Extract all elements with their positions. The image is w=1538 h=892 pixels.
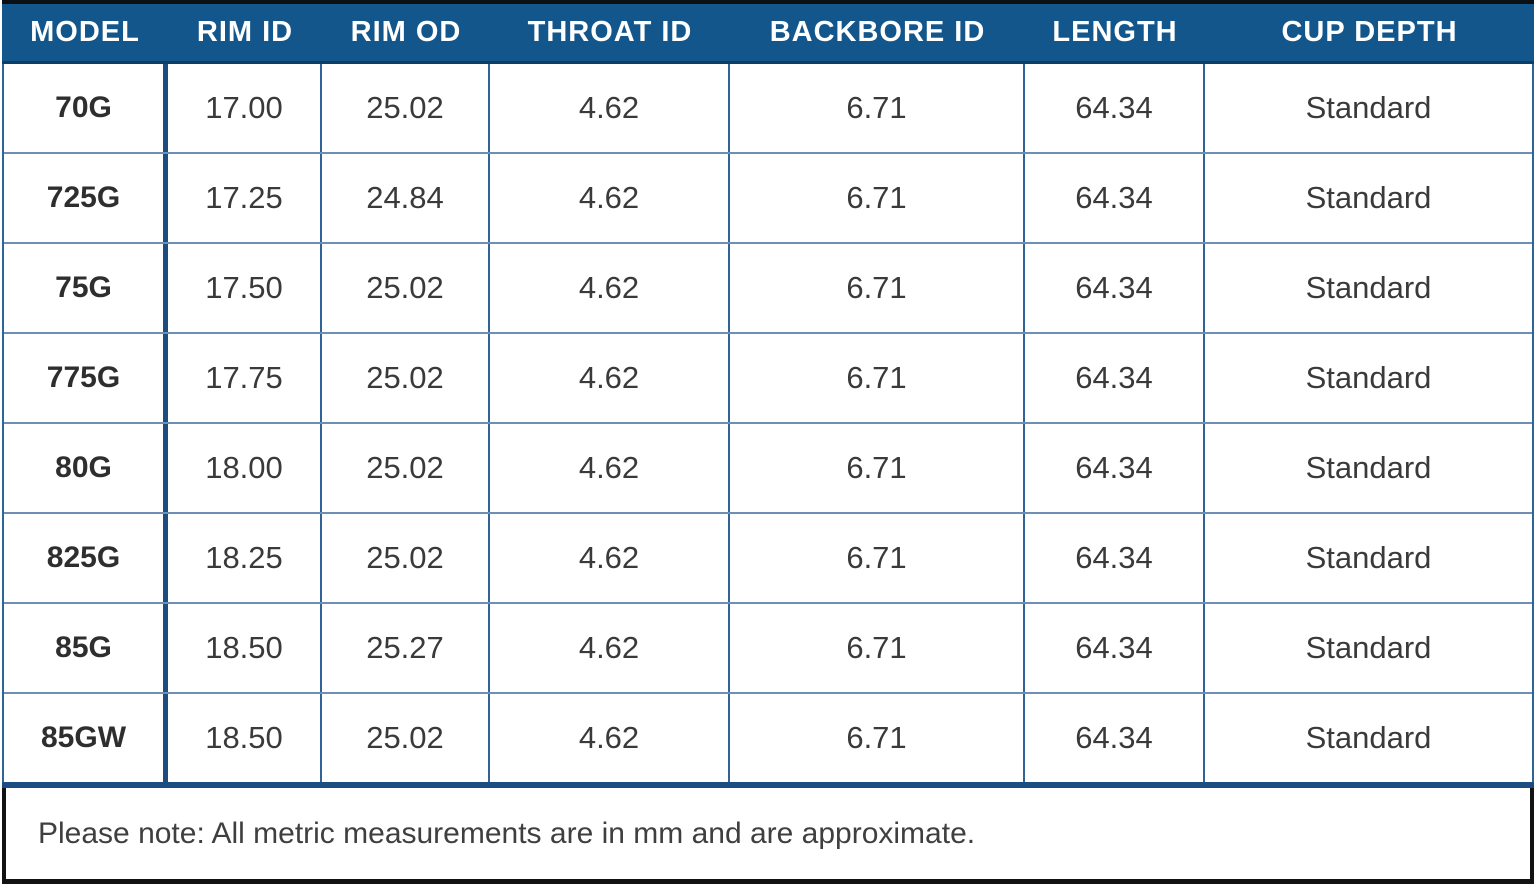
cup-depth-cell: Standard [1305,720,1432,755]
backbore-id-cell: 6.71 [730,424,1025,512]
column-header-rim-od: RIM OD [350,16,462,48]
column-header-length: LENGTH [1052,16,1178,48]
rim-od-cell: 25.02 [322,694,490,782]
backbore-id-cell: 6.71 [730,694,1025,782]
throat-id-cell: 4.62 [490,694,730,782]
rim-id-cell: 18.25 [168,514,322,602]
model-cell: 825G [4,514,168,602]
throat-id-cell: 4.62 [490,154,730,242]
table-row: 825G 18.25 25.02 4.62 6.71 64.34 Standar… [4,514,1532,604]
model-cell: 775G [4,334,168,422]
rim-od-cell: 25.02 [322,244,490,332]
cup-depth-cell: Standard [1305,360,1432,395]
rim-id-cell: 17.25 [168,154,322,242]
length-cell: 64.34 [1025,244,1205,332]
cup-depth-cell: Standard [1305,450,1432,485]
rim-id-cell: 18.50 [168,604,322,692]
rim-od-cell: 25.02 [322,64,490,152]
backbore-id-cell: 6.71 [730,154,1025,242]
column-header-cup-depth: CUP DEPTH [1281,16,1458,48]
model-cell: 85GW [4,694,168,782]
rim-id-cell: 17.00 [168,64,322,152]
table-body: 70G 17.00 25.02 4.62 6.71 64.34 Standard… [2,64,1534,782]
cup-depth-cell: Standard [1305,270,1432,305]
column-header-backbore-id: BACKBORE ID [769,16,986,48]
throat-id-cell: 4.62 [490,514,730,602]
rim-id-cell: 17.75 [168,334,322,422]
table-row: 725G 17.25 24.84 4.62 6.71 64.34 Standar… [4,154,1532,244]
column-header-rim-id: RIM ID [196,16,294,48]
model-cell: 85G [4,604,168,692]
backbore-id-cell: 6.71 [730,64,1025,152]
model-cell: 80G [4,424,168,512]
table-row: 80G 18.00 25.02 4.62 6.71 64.34 Standard [4,424,1532,514]
length-cell: 64.34 [1025,64,1205,152]
throat-id-cell: 4.62 [490,64,730,152]
throat-id-cell: 4.62 [490,334,730,422]
length-cell: 64.34 [1025,154,1205,242]
rim-od-cell: 25.02 [322,334,490,422]
model-cell: 70G [4,64,168,152]
throat-id-cell: 4.62 [490,424,730,512]
length-cell: 64.34 [1025,334,1205,422]
rim-id-cell: 18.00 [168,424,322,512]
length-cell: 64.34 [1025,604,1205,692]
rim-id-cell: 17.50 [168,244,322,332]
column-header-throat-id: THROAT ID [527,16,693,48]
cup-depth-cell: Standard [1305,90,1432,125]
rim-od-cell: 25.02 [322,514,490,602]
backbore-id-cell: 6.71 [730,244,1025,332]
throat-id-cell: 4.62 [490,604,730,692]
table-row: 85GW 18.50 25.02 4.62 6.71 64.34 Standar… [4,694,1532,782]
table-row: 75G 17.50 25.02 4.62 6.71 64.34 Standard [4,244,1532,334]
backbore-id-cell: 6.71 [730,604,1025,692]
table-bottom-divider [2,782,1534,788]
length-cell: 64.34 [1025,424,1205,512]
cup-depth-cell: Standard [1305,540,1432,575]
model-cell: 75G [4,244,168,332]
throat-id-cell: 4.62 [490,244,730,332]
rim-od-cell: 25.02 [322,424,490,512]
rim-od-cell: 25.27 [322,604,490,692]
backbore-id-cell: 6.71 [730,514,1025,602]
column-header-model: MODEL [30,16,140,48]
rim-od-cell: 24.84 [322,154,490,242]
length-cell: 64.34 [1025,514,1205,602]
footnote-text: Please note: All metric measurements are… [38,816,976,850]
table-row: 775G 17.75 25.02 4.62 6.71 64.34 Standar… [4,334,1532,424]
cup-depth-cell: Standard [1305,180,1432,215]
table-row: 70G 17.00 25.02 4.62 6.71 64.34 Standard [4,64,1532,154]
cup-depth-cell: Standard [1305,630,1432,665]
length-cell: 64.34 [1025,694,1205,782]
rim-id-cell: 18.50 [168,694,322,782]
table-row: 85G 18.50 25.27 4.62 6.71 64.34 Standard [4,604,1532,694]
table-header-row: MODEL RIM ID RIM OD THROAT ID BACKBORE I… [2,0,1534,64]
footnote-box: Please note: All metric measurements are… [2,788,1534,884]
backbore-id-cell: 6.71 [730,334,1025,422]
model-cell: 725G [4,154,168,242]
